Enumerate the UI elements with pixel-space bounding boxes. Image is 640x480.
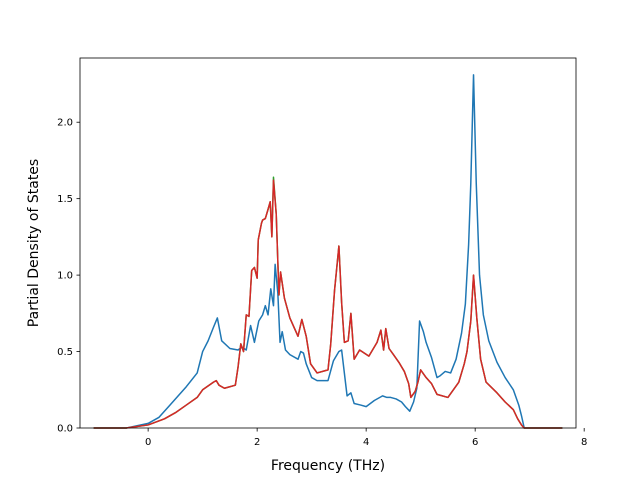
plot-frame (79, 57, 577, 429)
x-tick-label: 2 (254, 437, 260, 448)
y-tick-label: 1.0 (57, 271, 73, 282)
series-line-1 (93, 74, 563, 429)
x-axis-label: Frequency (THz) (271, 458, 385, 474)
y-tick-label: 0.5 (57, 347, 73, 358)
series-layer (93, 74, 563, 429)
y-tick-label: 2.0 (57, 118, 73, 129)
x-tick-label: 6 (472, 437, 478, 448)
x-axis-ticks: 0 2 4 6 8 (145, 428, 587, 448)
y-tick-label: 1.5 (57, 194, 73, 205)
y-axis-label: Partial Density of States (26, 159, 42, 327)
y-tick-label: 0.0 (57, 424, 73, 435)
x-tick-label: 4 (363, 437, 369, 448)
x-tick-label: 8 (581, 437, 587, 448)
y-axis-ticks: 0.0 0.5 1.0 1.5 2.0 (57, 118, 80, 435)
series-line-3 (93, 179, 563, 429)
x-tick-label: 0 (145, 437, 151, 448)
